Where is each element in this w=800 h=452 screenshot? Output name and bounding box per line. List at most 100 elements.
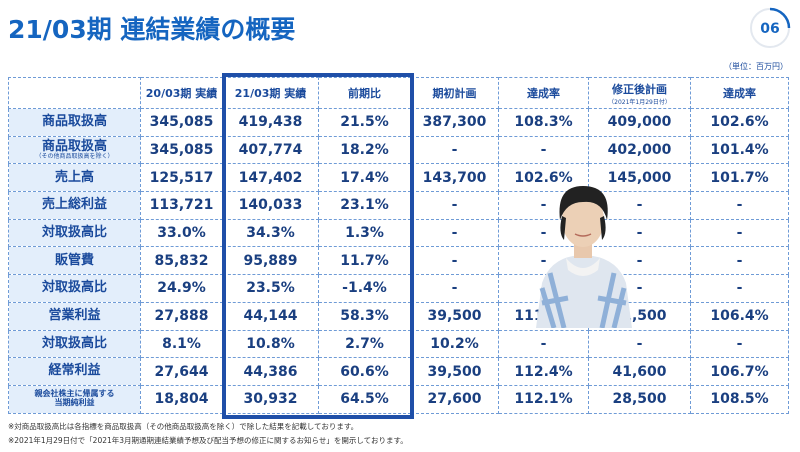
table-row: 売上総利益 113,721 140,033 23.1% - - - - (8, 191, 789, 220)
value-cell: - (410, 191, 499, 220)
value-cell: 10.2% (410, 329, 499, 359)
value-cell: 18.2% (318, 135, 411, 165)
row-label: 経常利益 (48, 363, 101, 379)
value-cell: 10.8% (222, 329, 319, 359)
value-cell: 18,804 (140, 384, 223, 414)
column-label: 前期比 (348, 87, 381, 100)
row-label-cell: 営業利益 (8, 301, 141, 331)
value-cell: 60.6% (318, 357, 411, 386)
value-cell: 23.5% (222, 274, 319, 303)
value-cell: 102.6% (498, 163, 589, 193)
column-header: 期初計画 (410, 77, 499, 109)
column-header: 21/03期 実績 (222, 77, 319, 109)
column-label: 達成率 (723, 87, 756, 100)
value-cell: 345,085 (140, 108, 223, 137)
value-cell: - (690, 218, 789, 248)
value-cell: 101.7% (690, 163, 789, 193)
table-row: 経常利益 27,644 44,386 60.6% 39,500 112.4% 41,600 1… (8, 357, 789, 386)
value-cell: - (588, 329, 691, 359)
value-cell: 113,721 (140, 191, 223, 220)
row-label: 親会社株主に帰属する (34, 389, 115, 399)
unit-note: （単位：百万円） (724, 62, 788, 71)
value-cell: 140,033 (222, 191, 319, 220)
row-label-cell: 対取扱高比 (8, 329, 141, 359)
value-cell: 41,600 (588, 357, 691, 386)
value-cell: 147,402 (222, 163, 319, 193)
value-cell: 407,774 (222, 135, 319, 165)
row-label: 販管費 (54, 252, 94, 268)
presenter-illustration (536, 186, 632, 328)
column-header: 20/03期 実績 (140, 77, 223, 109)
row-label: 商品取扱高 (41, 114, 107, 130)
row-label-cell: 商品取扱高 （その他商品取扱高を除く） (8, 135, 141, 165)
value-cell: 106.4% (690, 301, 789, 331)
row-label-cell: 対取扱高比 (8, 218, 141, 248)
value-cell: - (690, 274, 789, 303)
value-cell: 102.6% (690, 108, 789, 137)
row-label: 対取扱高比 (41, 335, 107, 351)
column-header: 達成率 (498, 77, 589, 109)
value-cell: 28,500 (588, 384, 691, 414)
column-label: 達成率 (527, 87, 560, 100)
value-cell: - (410, 246, 499, 276)
value-cell: 85,832 (140, 246, 223, 276)
row-label-cell: 売上総利益 (8, 191, 141, 220)
value-cell: 17.4% (318, 163, 411, 193)
column-label: 修正後計画 (612, 82, 667, 96)
value-cell: - (498, 329, 589, 359)
row-label: 対取扱高比 (41, 224, 107, 240)
value-cell: 106.7% (690, 357, 789, 386)
value-cell: 27,888 (140, 301, 223, 331)
column-label: 20/03期 実績 (145, 87, 218, 100)
value-cell: 125,517 (140, 163, 223, 193)
footnotes: ※対商品取扱高比は各指標を商品取扱高（その他商品取扱高を除く）で除した結果を記載… (8, 420, 408, 448)
page-badge-ring: 06 (750, 7, 791, 48)
value-cell: 58.3% (318, 301, 411, 331)
table-row: 商品取扱高 345,085 419,438 21.5% 387,300 108.3% 409… (8, 108, 789, 137)
table-row: 対取扱高比 8.1% 10.8% 2.7% 10.2% - - - (8, 329, 789, 359)
row-label-cell: 商品取扱高 (8, 108, 141, 137)
value-cell: 402,000 (588, 135, 691, 165)
page-number: 06 (760, 21, 779, 37)
value-cell: 44,386 (222, 357, 319, 386)
value-cell: 30,932 (222, 384, 319, 414)
value-cell: 23.1% (318, 191, 411, 220)
value-cell: 1.3% (318, 218, 411, 248)
value-cell: 27,600 (410, 384, 499, 414)
column-sublabel: （2021年1月29日付） (608, 98, 671, 106)
value-cell: 108.3% (498, 108, 589, 137)
value-cell: 95,889 (222, 246, 319, 276)
row-label-cell: 対取扱高比 (8, 274, 141, 303)
value-cell: - (410, 218, 499, 248)
value-cell: 419,438 (222, 108, 319, 137)
table-row: 商品取扱高 （その他商品取扱高を除く） 345,085 407,774 18.2% - -4… (8, 135, 789, 165)
row-label: 売上総利益 (41, 197, 107, 213)
row-label-cell: 経常利益 (8, 357, 141, 386)
value-cell: -1.4% (318, 274, 411, 303)
value-cell: 64.5% (318, 384, 411, 414)
value-cell: 345,085 (140, 135, 223, 165)
value-cell: 112.4% (498, 357, 589, 386)
value-cell: - (690, 329, 789, 359)
table-row: 対取扱高比 33.0% 34.3% 1.3% - - - - (8, 218, 789, 248)
row-sublabel: （その他商品取扱高を除く） (35, 152, 114, 160)
table-row: 親会社株主に帰属する 当期純利益 18,804 30,932 64.5% 27,600 11… (8, 384, 789, 414)
value-cell: 143,700 (410, 163, 499, 193)
table-row: 営業利益27,88844,14458.3%39,500111.8%41,5001… (8, 301, 789, 331)
row-label: 商品取扱高 (41, 138, 107, 154)
value-cell: 112.1% (498, 384, 589, 414)
column-label: 期初計画 (432, 87, 477, 100)
value-cell: 21.5% (318, 108, 411, 137)
value-cell: 409,000 (588, 108, 691, 137)
slide-title: 21/03期 連結業績の概要 (8, 15, 296, 44)
header-row: 20/03期 実績 21/03期 実績 前期比 期初計画 達成率 修正後計画 （2021年1… (8, 77, 789, 109)
corner-cell (8, 77, 141, 109)
value-cell: 39,500 (410, 357, 499, 386)
page-badge: 06 (748, 6, 792, 50)
row-label-cell: 売上高 (8, 163, 141, 193)
row-label-cell: 販管費 (8, 246, 141, 276)
row-label: 対取扱高比 (41, 280, 107, 296)
column-header: 前期比 (318, 77, 411, 109)
